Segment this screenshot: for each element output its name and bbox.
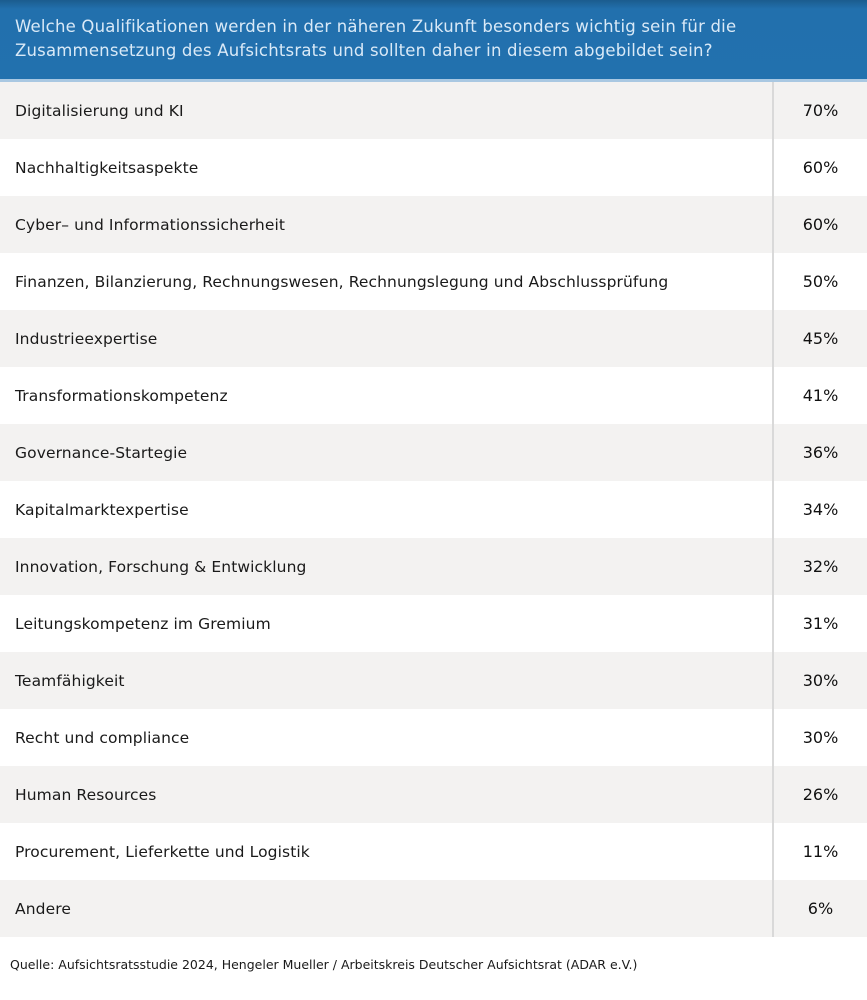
qualification-label: Leitungskompetenz im Gremium [15,614,271,633]
qualification-label: Human Resources [15,785,157,804]
table-row: Human Resources 26% [0,766,867,823]
question-text: Welche Qualifikationen werden in der näh… [15,17,737,60]
qualification-value: 60% [772,139,867,196]
qualification-value: 6% [772,880,867,937]
table-row: Andere 6% [0,880,867,937]
qualification-label: Industrieexpertise [15,329,158,348]
qualification-label: Innovation, Forschung & Entwicklung [15,557,307,576]
qualification-value: 32% [772,538,867,595]
source-note: Quelle: Aufsichtsratsstudie 2024, Hengel… [10,957,638,972]
qualification-value: 30% [772,652,867,709]
qualification-value: 60% [772,196,867,253]
qualification-label: Teamfähigkeit [15,671,125,690]
qualification-value: 31% [772,595,867,652]
qualification-label: Digitalisierung und KI [15,101,184,120]
table-row: Industrieexpertise 45% [0,310,867,367]
qualification-value: 41% [772,367,867,424]
table-row: Nachhaltigkeitsaspekte 60% [0,139,867,196]
qualification-label: Transformationskompetenz [15,386,228,405]
qualification-value: 30% [772,709,867,766]
qualification-value: 45% [772,310,867,367]
qualification-value: 34% [772,481,867,538]
table-row: Cyber– und Informationssicherheit 60% [0,196,867,253]
qualification-value: 36% [772,424,867,481]
table-row: Finanzen, Bilanzierung, Rechnungswesen, … [0,253,867,310]
qualification-label: Andere [15,899,71,918]
qualification-label: Nachhaltigkeitsaspekte [15,158,199,177]
table-row: Recht und compliance 30% [0,709,867,766]
table-row: Transformationskompetenz 41% [0,367,867,424]
table-row: Procurement, Lieferkette und Logistik 11… [0,823,867,880]
table-row: Kapitalmarktexpertise 34% [0,481,867,538]
qualification-value: 26% [772,766,867,823]
qualification-label: Governance-Startegie [15,443,188,462]
qualification-label: Procurement, Lieferkette und Logistik [15,842,310,861]
question-header: Welche Qualifikationen werden in der näh… [0,0,867,82]
table-row: Teamfähigkeit 30% [0,652,867,709]
table-row: Leitungskompetenz im Gremium 31% [0,595,867,652]
results-table: Digitalisierung und KI 70% Nachhaltigkei… [0,82,867,937]
table-row: Governance-Startegie 36% [0,424,867,481]
qualification-label: Kapitalmarktexpertise [15,500,189,519]
qualification-label: Recht und compliance [15,728,190,747]
qualification-label: Cyber– und Informationssicherheit [15,215,286,234]
qualification-label: Finanzen, Bilanzierung, Rechnungswesen, … [15,272,669,291]
qualification-value: 70% [772,82,867,139]
table-row: Innovation, Forschung & Entwicklung 32% [0,538,867,595]
qualification-value: 11% [772,823,867,880]
table-row: Digitalisierung und KI 70% [0,82,867,139]
qualification-value: 50% [772,253,867,310]
